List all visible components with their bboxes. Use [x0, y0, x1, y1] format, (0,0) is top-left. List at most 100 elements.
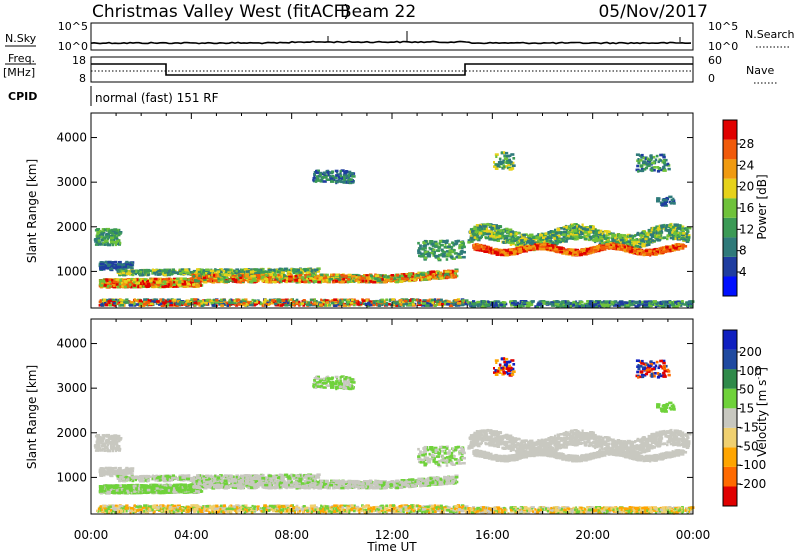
power-cell [323, 273, 327, 277]
power-cell [120, 281, 124, 285]
power-cell [421, 247, 425, 251]
power-cell [197, 300, 202, 303]
power-cell [189, 271, 193, 274]
power-cell [283, 267, 288, 271]
power-cell [110, 235, 113, 238]
power-cell [424, 272, 427, 276]
power-cell [107, 264, 111, 267]
power-cell [319, 173, 322, 177]
power-cell [191, 276, 194, 279]
power-cell [110, 236, 114, 240]
power-cell [440, 298, 443, 302]
power-cell [100, 302, 104, 305]
power-cell [116, 279, 119, 283]
power-cell [173, 281, 176, 284]
power-cell [598, 242, 602, 245]
nave-tick-bottom: 0 [708, 72, 715, 85]
power-cell [279, 275, 282, 279]
power-cell [599, 236, 603, 239]
power-cell [202, 273, 206, 277]
power-cell [241, 298, 245, 302]
power-cell [181, 282, 185, 286]
power-cell [418, 301, 421, 305]
power-cell [445, 276, 450, 279]
power-cell [421, 273, 426, 277]
nsearch-tick-bottom: 10^0 [708, 40, 738, 53]
power-cell [308, 273, 312, 277]
power-cell [192, 279, 195, 283]
nave-label: Nave [746, 64, 774, 77]
power-cell [286, 301, 290, 305]
power-cell [104, 260, 108, 264]
power-cell [545, 235, 549, 239]
power-cell [312, 178, 315, 182]
power-cell [118, 301, 122, 304]
power-cell [398, 277, 402, 281]
power-cell [163, 271, 166, 274]
power-cell [143, 282, 146, 286]
power-cell [118, 261, 122, 264]
power-cell [324, 303, 327, 307]
power-cell [140, 300, 143, 304]
power-cell [441, 301, 444, 304]
power-cell [166, 298, 170, 302]
power-cell [148, 269, 152, 273]
power-cell [183, 303, 188, 306]
power-cell [347, 273, 352, 277]
power-cell [342, 277, 345, 281]
power-cell [116, 266, 120, 269]
power-cell [164, 282, 167, 285]
power-cell [368, 300, 373, 303]
power-cell [158, 302, 163, 306]
power-cell [537, 239, 542, 242]
power-cell [151, 283, 155, 286]
power-cell [431, 275, 435, 278]
power-cell [404, 276, 407, 279]
power-cell [106, 280, 109, 283]
power-cell [392, 301, 397, 304]
power-cell [242, 300, 247, 303]
power-cell [352, 298, 356, 302]
power-cell [392, 303, 397, 307]
power-cell [232, 275, 237, 278]
power-cell [290, 274, 293, 278]
power-cell [429, 247, 434, 251]
power-cell [435, 300, 440, 303]
power-cell [686, 230, 690, 233]
power-cell [329, 178, 334, 181]
power-cell [457, 302, 462, 305]
power-cell [99, 267, 102, 270]
power-cell [343, 171, 347, 175]
power-cell [172, 285, 177, 288]
power-cell [327, 173, 330, 176]
power-cell [419, 255, 423, 258]
power-cell [287, 273, 290, 277]
power-cell [316, 169, 320, 173]
power-cell [203, 278, 207, 281]
power-cell [155, 269, 159, 272]
power-cell [420, 278, 424, 281]
power-cell [385, 298, 389, 302]
power-cell [361, 279, 365, 283]
power-cell [375, 274, 380, 278]
power-cell [274, 302, 278, 306]
power-cell [169, 304, 174, 307]
power-cell [213, 279, 218, 282]
power-cell [431, 249, 434, 253]
power-cell [368, 280, 371, 284]
power-cell [288, 275, 292, 279]
power-cell [175, 304, 179, 307]
power-cell [296, 274, 300, 277]
power-cell [301, 280, 306, 283]
power-cell [266, 301, 271, 305]
power-cell [294, 299, 299, 303]
power-cell [356, 303, 361, 306]
power-cell [428, 298, 433, 302]
power-cell [497, 225, 502, 228]
power-cell [237, 280, 241, 284]
power-cell [342, 180, 347, 184]
power-cell [114, 298, 118, 302]
power-cell [188, 277, 192, 281]
power-cell [107, 261, 112, 264]
power-cell [117, 262, 120, 266]
